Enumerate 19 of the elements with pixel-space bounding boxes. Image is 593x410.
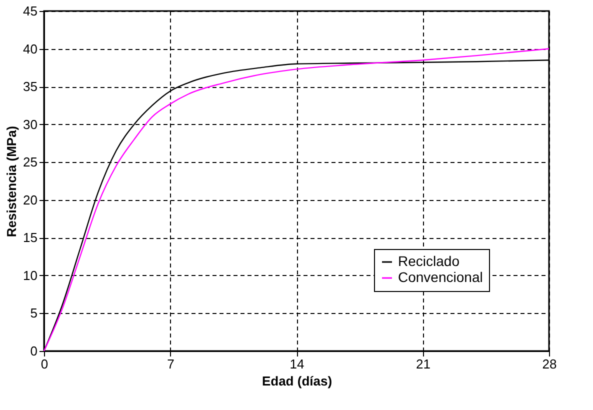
x-tick-label: 0 xyxy=(40,356,48,372)
y-tick-label: 45 xyxy=(23,4,38,18)
legend-label: Reciclado xyxy=(398,253,460,269)
y-tick-label: 0 xyxy=(30,344,38,358)
y-tick-label: 25 xyxy=(23,154,38,170)
y-axis-title: Resistencia (MPa) xyxy=(4,126,20,238)
y-tick-label: 35 xyxy=(23,79,38,94)
x-tick-label: 7 xyxy=(167,356,174,372)
x-tick-label: 28 xyxy=(542,356,557,372)
y-tick-label: 40 xyxy=(23,41,38,56)
y-tick-label: 15 xyxy=(23,230,38,246)
y-tick-label: 20 xyxy=(23,192,38,208)
y-tick-label: 10 xyxy=(23,268,38,283)
y-tick-label: 30 xyxy=(23,116,38,132)
y-tick-label: 5 xyxy=(30,306,38,321)
x-axis-title: Edad (días) xyxy=(262,374,332,388)
legend-label: Convencional xyxy=(398,269,483,285)
x-tick-label: 21 xyxy=(416,356,430,372)
x-tick-label: 14 xyxy=(290,356,304,372)
